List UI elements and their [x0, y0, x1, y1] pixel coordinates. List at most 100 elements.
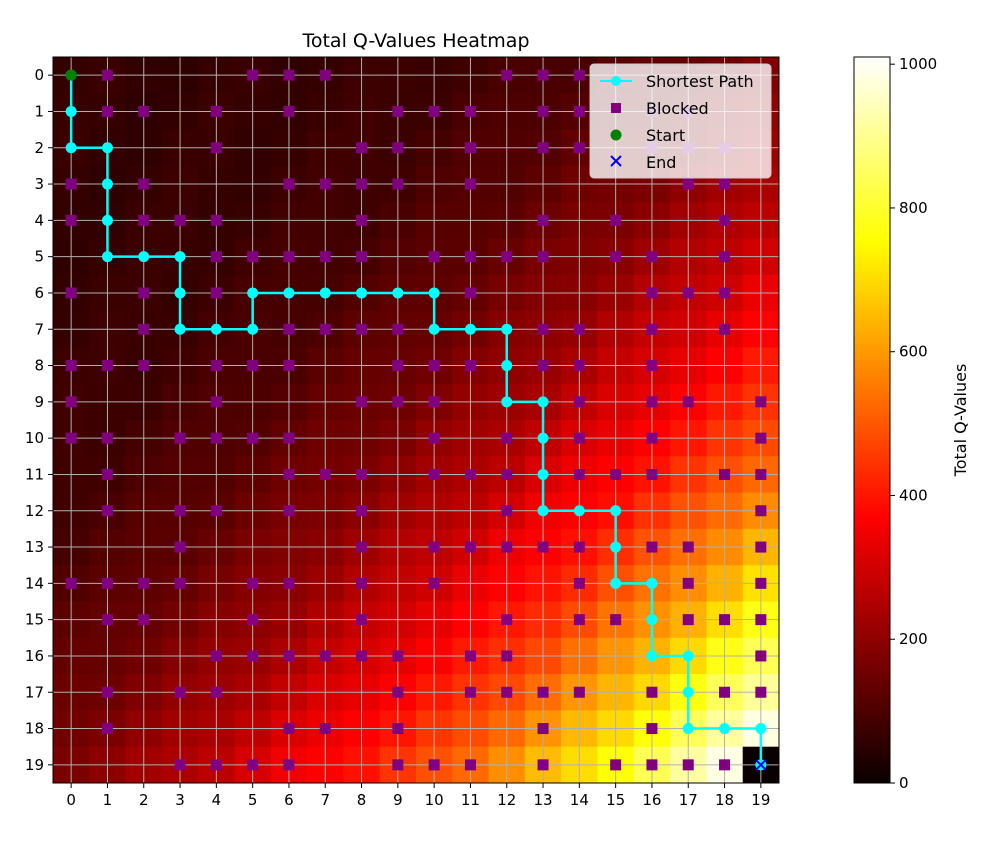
- blocked-marker: [392, 650, 404, 662]
- x-tick-label: 8: [357, 791, 367, 809]
- x-tick-label: 1: [103, 791, 113, 809]
- blocked-marker: [247, 577, 259, 589]
- blocked-marker: [174, 686, 186, 698]
- blocked-marker: [283, 759, 295, 771]
- colorbar-tick-label: 1000: [899, 55, 937, 73]
- blocked-marker: [646, 251, 658, 263]
- blocked-marker: [356, 142, 368, 154]
- x-tick-label: 2: [139, 791, 149, 809]
- blocked-marker: [356, 577, 368, 589]
- blocked-marker: [174, 541, 186, 553]
- blocked-marker: [65, 396, 77, 408]
- blocked-marker: [210, 360, 222, 372]
- blocked-marker: [501, 69, 513, 81]
- blocked-marker: [501, 505, 513, 517]
- blocked-marker: [138, 214, 150, 226]
- blocked-marker: [682, 287, 694, 299]
- blocked-marker: [392, 360, 404, 372]
- y-tick-label: 11: [25, 465, 44, 483]
- blocked-marker: [428, 360, 440, 372]
- blocked-marker: [573, 105, 585, 117]
- blocked-marker: [283, 69, 295, 81]
- path-point: [719, 723, 731, 735]
- blocked-marker: [537, 759, 549, 771]
- blocked-marker: [537, 541, 549, 553]
- blocked-marker: [464, 650, 476, 662]
- y-tick-label: 1: [34, 102, 44, 120]
- blocked-marker: [247, 69, 259, 81]
- x-tick-label: 4: [212, 791, 222, 809]
- blocked-marker: [283, 178, 295, 190]
- blocked-marker: [719, 468, 731, 480]
- blocked-marker: [356, 323, 368, 335]
- blocked-marker: [428, 541, 440, 553]
- blocked-marker: [247, 614, 259, 626]
- blocked-marker: [319, 723, 331, 735]
- blocked-marker: [283, 360, 295, 372]
- blocked-marker: [501, 541, 513, 553]
- path-point: [682, 723, 694, 735]
- blocked-marker: [428, 105, 440, 117]
- x-tick-label: 5: [248, 791, 258, 809]
- path-point: [174, 251, 186, 263]
- blocked-marker: [392, 759, 404, 771]
- blocked-marker: [210, 759, 222, 771]
- blocked-marker: [210, 142, 222, 154]
- blocked-marker: [682, 577, 694, 589]
- legend-blocked-marker: [611, 103, 621, 113]
- blocked-marker: [537, 142, 549, 154]
- blocked-marker: [428, 577, 440, 589]
- blocked-marker: [138, 614, 150, 626]
- path-point: [537, 468, 549, 480]
- blocked-marker: [610, 251, 622, 263]
- blocked-marker: [138, 323, 150, 335]
- start-end-markers: [65, 69, 767, 771]
- legend-label-end: End: [646, 153, 676, 172]
- blocked-marker: [610, 468, 622, 480]
- blocked-marker: [65, 432, 77, 444]
- blocked-marker: [755, 432, 767, 444]
- legend-box: [589, 63, 772, 179]
- blocked-marker: [537, 251, 549, 263]
- path-point: [65, 142, 77, 154]
- blocked-marker: [537, 214, 549, 226]
- blocked-marker: [283, 650, 295, 662]
- blocked-marker: [138, 105, 150, 117]
- blocked-marker: [210, 396, 222, 408]
- blocked-marker: [283, 323, 295, 335]
- blocked-marker: [356, 396, 368, 408]
- blocked-marker: [719, 323, 731, 335]
- path-point: [537, 432, 549, 444]
- x-tick-label: 12: [497, 791, 516, 809]
- blocked-marker: [283, 723, 295, 735]
- blocked-marker: [646, 432, 658, 444]
- start-marker: [65, 69, 77, 81]
- blocked-marker: [646, 287, 658, 299]
- legend-path-marker: [611, 76, 621, 86]
- blocked-marker: [283, 505, 295, 517]
- path-point: [247, 323, 259, 335]
- path-point: [682, 650, 694, 662]
- blocked-marker: [719, 759, 731, 771]
- path-point: [646, 614, 658, 626]
- blocked-marker: [537, 69, 549, 81]
- x-tick-label: 16: [642, 791, 661, 809]
- blocked-marker: [464, 541, 476, 553]
- blocked-marker: [501, 468, 513, 480]
- blocked-marker: [755, 614, 767, 626]
- path-point: [537, 505, 549, 517]
- blocked-marker: [537, 686, 549, 698]
- legend-start-marker: [610, 129, 622, 141]
- legend-end-marker: [610, 155, 622, 167]
- blocked-marker: [501, 432, 513, 444]
- blocked-marker: [719, 214, 731, 226]
- path-point: [610, 577, 622, 589]
- path-point: [65, 105, 77, 117]
- blocked-marker: [682, 541, 694, 553]
- blocked-marker: [464, 468, 476, 480]
- blocked-marker: [101, 105, 113, 117]
- y-tick-label: 3: [34, 175, 44, 193]
- blocked-marker: [392, 686, 404, 698]
- blocked-marker: [464, 178, 476, 190]
- y-tick-label: 5: [34, 248, 44, 266]
